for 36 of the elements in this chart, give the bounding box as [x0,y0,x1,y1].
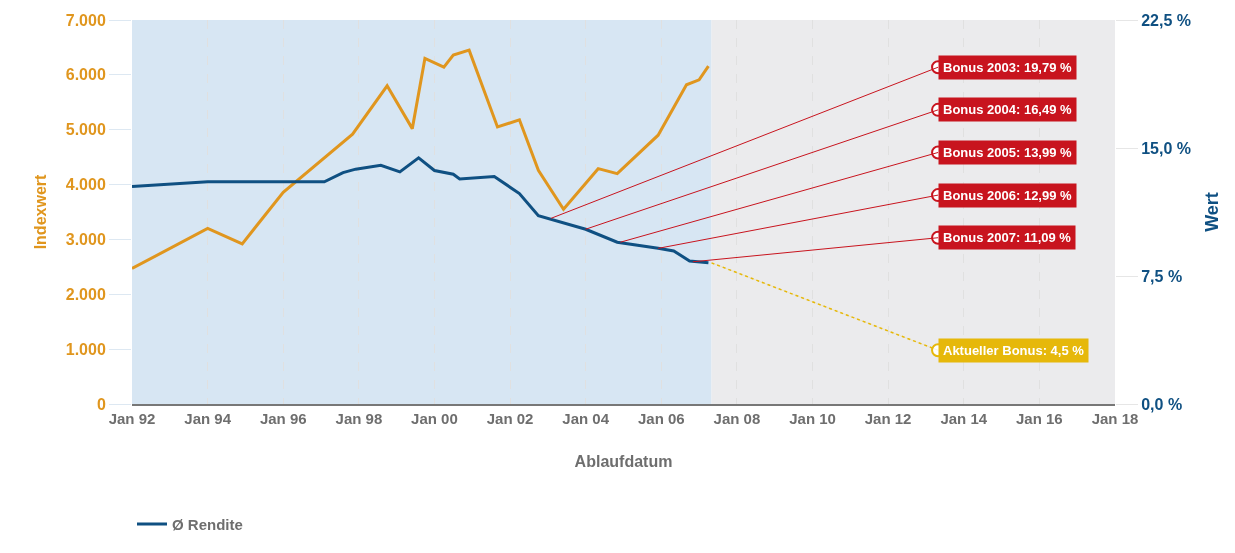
annotation: Bonus 2007: 11,09 % [943,230,1072,245]
y-tick-label: 3.000 [65,231,106,249]
y2-axis-title: Wert [1202,192,1223,232]
annotation: Bonus 2003: 19,79 % [943,60,1073,75]
annotation: Bonus 2006: 12,99 % [943,188,1073,203]
x-tick-label: Jan 98 [335,410,383,427]
annotation: Bonus 2004: 16,49 % [943,102,1073,117]
x-tick-label: Jan 00 [411,410,458,427]
y2-tick-label: 22,5 % [1141,11,1192,29]
y-axis-title: Indexwert [31,173,49,250]
y-tick-label: 5.000 [65,121,106,139]
y-tick-label: 0 [96,395,106,413]
x-tick-label: Jan 94 [184,410,232,427]
x-tick-label: Jan 02 [486,410,534,427]
y2-tick-label: 0,0 % [1141,395,1183,413]
y-tick-label: 6.000 [65,66,106,84]
x-tick-label: Jan 06 [637,410,685,427]
x-tick-label: Jan 16 [1015,410,1063,427]
x-tick-label: Jan 08 [713,410,761,427]
x-tick-label: Jan 04 [562,410,610,427]
y-tick-label: 1.000 [65,340,106,358]
x-axis-title: Ablaufdatum [574,453,673,471]
x-tick-label: Jan 12 [864,410,912,427]
y-tick-label: 4.000 [65,176,106,194]
x-tick-label: Jan 92 [108,410,156,427]
y2-tick-label: 15,0 % [1141,139,1192,157]
y-tick-label: 2.000 [65,285,106,303]
y2-tick-label: 7,5 % [1141,267,1183,285]
x-tick-label: Jan 96 [259,410,307,427]
x-tick-label: Jan 10 [789,410,836,427]
legend-label: Ø Rendite [172,515,243,533]
annotation: Aktueller Bonus: 4,5 % [943,343,1085,358]
x-tick-label: Jan 18 [1091,410,1139,427]
annotation: Bonus 2005: 13,99 % [943,145,1073,160]
x-tick-label: Jan 14 [940,410,988,427]
y-tick-label: 7.000 [65,11,106,29]
